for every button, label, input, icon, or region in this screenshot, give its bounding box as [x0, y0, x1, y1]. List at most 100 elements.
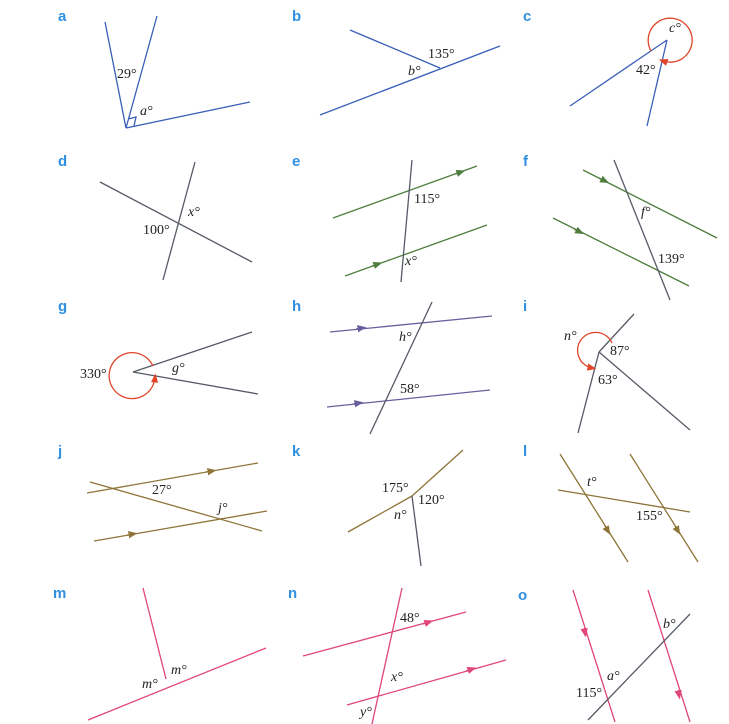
- arrow-f-2: [573, 226, 585, 235]
- line-l-3: [557, 489, 691, 513]
- line-i-3: [577, 351, 600, 434]
- angle-label-y: y°: [358, 705, 372, 720]
- panel-i: i n° 87° 63°: [523, 298, 691, 434]
- angle-label-135: 135°: [428, 47, 455, 62]
- angle-label-b-o: b°: [663, 617, 676, 632]
- angle-label-x-e: x°: [404, 254, 417, 269]
- line-a-2: [125, 15, 158, 129]
- angle-label-155: 155°: [636, 509, 663, 524]
- angle-label-x-n: x°: [390, 670, 403, 685]
- angle-label-87: 87°: [610, 344, 630, 359]
- panel-g: g 330° g°: [58, 298, 259, 400]
- panel-label-g: g: [58, 298, 67, 315]
- angle-label-330: 330°: [80, 367, 107, 382]
- angle-label-c: c°: [669, 21, 681, 36]
- panel-f: f f° 139°: [523, 153, 718, 301]
- line-k-2: [411, 449, 464, 497]
- angle-label-29: 29°: [117, 67, 137, 82]
- right-angle-mark-a: [127, 116, 137, 127]
- line-k-3: [411, 495, 422, 567]
- angle-label-x: x°: [187, 205, 200, 220]
- arrow-n-1: [422, 619, 434, 627]
- angle-label-b: b°: [408, 64, 421, 79]
- parallel-line-o-2: [647, 589, 691, 723]
- line-a-1: [104, 21, 127, 129]
- arrow-j-2: [126, 531, 138, 539]
- arrow-o-2: [674, 689, 682, 700]
- arrow-j-1: [205, 468, 217, 476]
- parallel-line-j-1: [86, 462, 259, 494]
- panel-j: j 27° j°: [57, 443, 268, 542]
- transversal-f: [613, 159, 671, 301]
- panel-label-i: i: [523, 298, 527, 315]
- panel-m: m m° m°: [53, 585, 267, 721]
- parallel-line-e-2: [344, 224, 488, 277]
- angle-label-139: 139°: [658, 252, 685, 267]
- arrow-f-1: [598, 175, 610, 184]
- reflex-arc-g: [108, 352, 159, 400]
- line-k-1: [347, 495, 413, 533]
- angle-label-175: 175°: [382, 481, 409, 496]
- arrow-o-1: [580, 627, 588, 638]
- panel-label-m: m: [53, 585, 66, 602]
- panel-l: l t° 155°: [523, 443, 699, 563]
- panel-label-h: h: [292, 298, 301, 315]
- panel-label-k: k: [292, 443, 301, 460]
- panel-c: c c° 42°: [523, 8, 693, 127]
- angle-label-n-i: n°: [564, 329, 577, 344]
- panel-label-f: f: [523, 153, 529, 170]
- transversal-e: [400, 159, 413, 283]
- angle-label-g: g°: [172, 361, 185, 376]
- angle-label-42: 42°: [636, 63, 656, 78]
- angle-label-n-k: n°: [394, 508, 407, 523]
- angle-label-h: h°: [399, 330, 412, 345]
- line-m-1: [87, 647, 267, 721]
- transversal-o: [587, 613, 691, 721]
- angle-label-m-left: m°: [142, 677, 158, 692]
- angle-label-115-o: 115°: [576, 686, 602, 701]
- arrow-h-1: [355, 325, 367, 333]
- panel-k: k 175° 120° n°: [292, 443, 464, 567]
- panel-label-b: b: [292, 8, 301, 25]
- parallel-line-j-2: [93, 510, 268, 542]
- line-g-1: [132, 331, 253, 373]
- angle-label-27: 27°: [152, 483, 172, 498]
- angle-label-58: 58°: [400, 382, 420, 397]
- parallel-line-o-1: [572, 589, 616, 723]
- angle-label-100: 100°: [143, 223, 170, 238]
- panel-label-c: c: [523, 8, 531, 25]
- line-d-1: [99, 181, 253, 263]
- transversal-h: [369, 301, 433, 435]
- reflex-arc-i: [576, 331, 613, 371]
- reflex-arc-c: [647, 17, 693, 66]
- line-i-2: [598, 351, 691, 431]
- panel-label-d: d: [58, 153, 67, 170]
- transversal-n: [371, 587, 403, 724]
- parallel-line-e-1: [332, 165, 478, 219]
- line-a-3: [125, 101, 251, 129]
- line-b-1: [349, 29, 441, 69]
- line-i-1: [598, 313, 635, 353]
- panel-label-l: l: [523, 443, 527, 460]
- arrow-l-1: [602, 525, 611, 535]
- arrow-e-1: [454, 169, 466, 177]
- angle-label-120: 120°: [418, 493, 445, 508]
- panel-label-n: n: [288, 585, 297, 602]
- line-g-2: [132, 371, 259, 395]
- panel-label-o: o: [518, 587, 527, 604]
- angle-label-115: 115°: [414, 192, 440, 207]
- panel-label-e: e: [292, 153, 300, 170]
- line-b-2: [319, 45, 501, 116]
- angle-label-a: a°: [140, 104, 153, 119]
- panel-e: e 115° x°: [292, 153, 488, 283]
- angle-label-j: j°: [216, 501, 228, 516]
- panel-b: b 135° b°: [292, 8, 501, 116]
- angle-label-t: t°: [587, 475, 597, 490]
- angle-label-48: 48°: [400, 611, 420, 626]
- panel-h: h h° 58°: [292, 298, 493, 435]
- arrow-n-2: [465, 666, 477, 674]
- angle-label-f: f°: [641, 205, 651, 220]
- panel-a: a 29° a°: [58, 8, 251, 129]
- panel-label-a: a: [58, 8, 67, 25]
